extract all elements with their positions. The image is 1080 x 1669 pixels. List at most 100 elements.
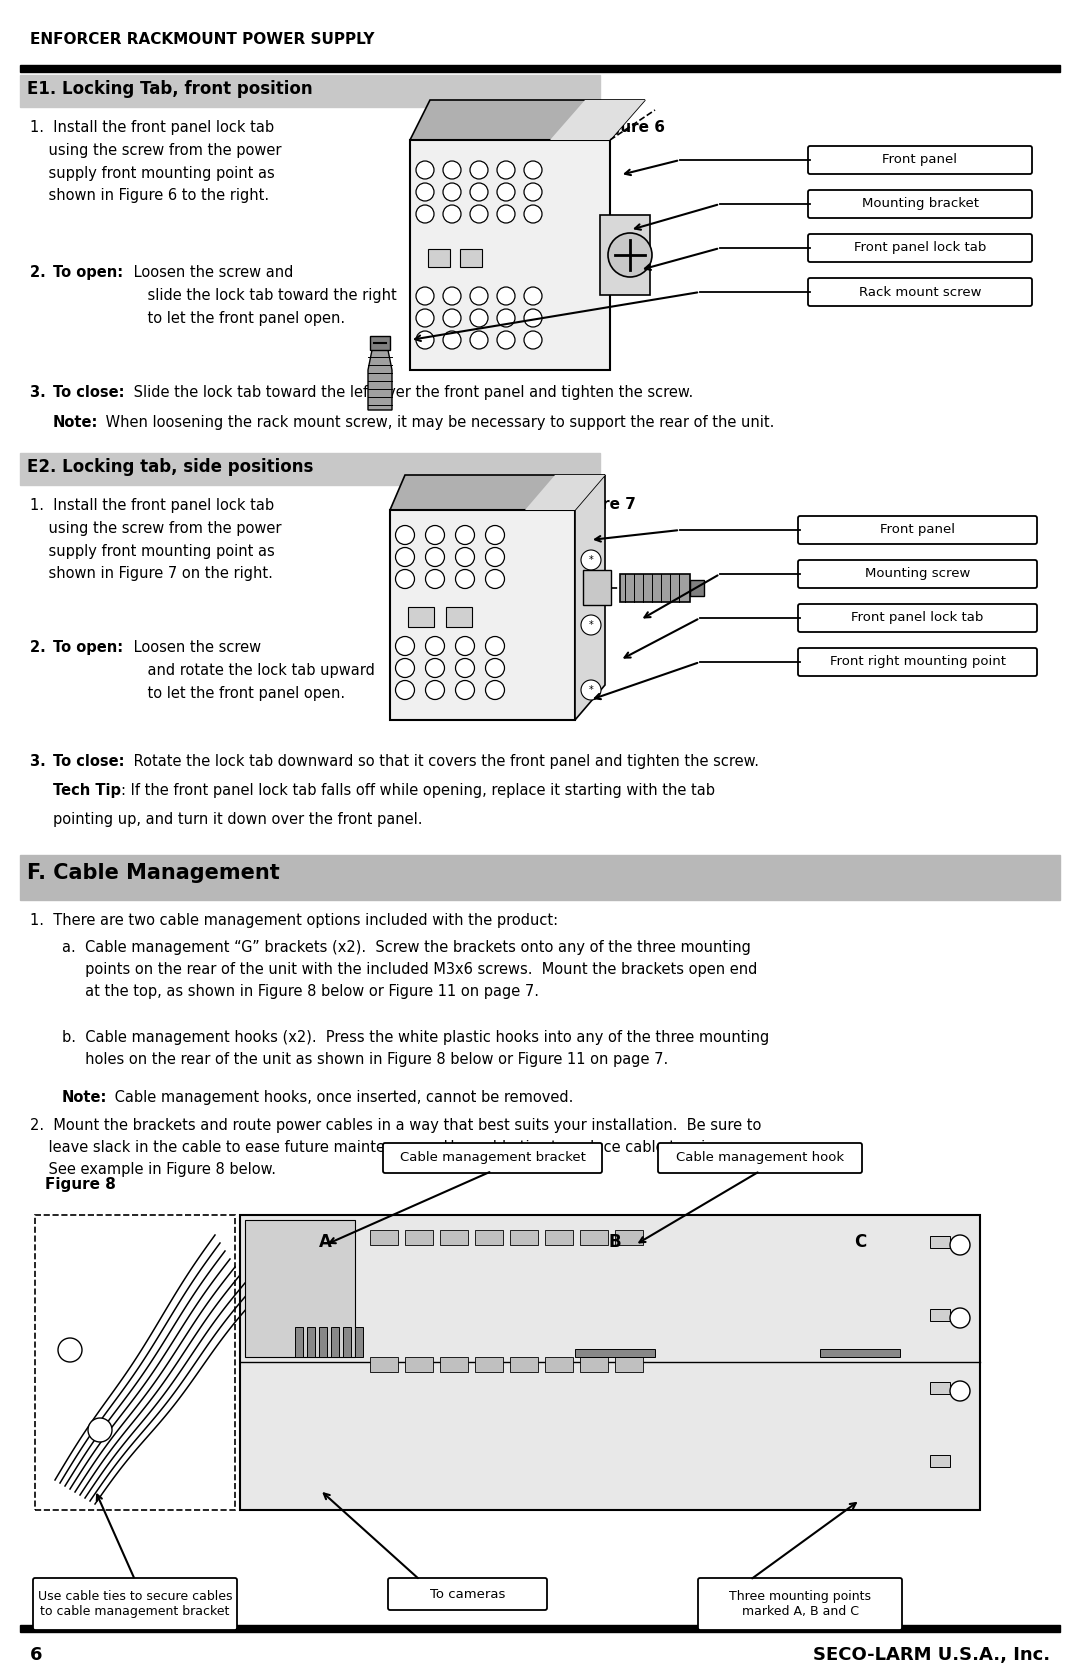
Circle shape [524, 205, 542, 224]
Bar [510, 1230, 538, 1245]
Bar [405, 1230, 433, 1245]
Text: Front right mounting point: Front right mounting point [829, 656, 1005, 669]
Text: Front panel lock tab: Front panel lock tab [851, 611, 984, 624]
Circle shape [486, 569, 504, 589]
Circle shape [470, 205, 488, 224]
Text: Cable management bracket: Cable management bracket [400, 1152, 585, 1165]
Text: Tech Tip: Tech Tip [53, 783, 121, 798]
Bar [410, 140, 610, 371]
Circle shape [950, 1308, 970, 1329]
Circle shape [486, 636, 504, 656]
Bar [330, 1327, 339, 1357]
Circle shape [443, 287, 461, 305]
Bar [35, 1215, 235, 1510]
Circle shape [395, 569, 415, 589]
Text: Cable management hook: Cable management hook [676, 1152, 845, 1165]
Bar [475, 1357, 503, 1372]
Text: To open:: To open: [53, 639, 123, 654]
Text: 3.: 3. [30, 754, 51, 769]
Bar [446, 608, 472, 628]
Bar [390, 511, 575, 719]
Bar [930, 1237, 950, 1248]
Circle shape [608, 234, 652, 277]
Bar [690, 581, 704, 596]
Circle shape [58, 1339, 82, 1362]
FancyBboxPatch shape [388, 1577, 546, 1611]
Bar [580, 1230, 608, 1245]
Bar [405, 1357, 433, 1372]
Circle shape [486, 526, 504, 544]
Circle shape [470, 160, 488, 179]
FancyBboxPatch shape [808, 234, 1032, 262]
FancyBboxPatch shape [33, 1577, 237, 1631]
Bar [930, 1455, 950, 1467]
Circle shape [443, 184, 461, 200]
Circle shape [470, 184, 488, 200]
Text: 2.: 2. [30, 265, 51, 280]
FancyBboxPatch shape [798, 604, 1037, 633]
Polygon shape [550, 100, 645, 140]
Bar [21, 65, 1059, 72]
Circle shape [950, 1380, 970, 1400]
FancyBboxPatch shape [658, 1143, 862, 1173]
Text: Use cable ties to secure cables
to cable management bracket: Use cable ties to secure cables to cable… [38, 1591, 232, 1617]
Polygon shape [390, 476, 605, 511]
Text: Figure 7: Figure 7 [565, 497, 635, 512]
Bar [583, 571, 611, 604]
FancyBboxPatch shape [798, 648, 1037, 676]
Circle shape [470, 309, 488, 327]
FancyBboxPatch shape [798, 561, 1037, 587]
Circle shape [416, 205, 434, 224]
Text: Front panel: Front panel [882, 154, 958, 167]
Bar [21, 1626, 1059, 1632]
Text: 2.: 2. [30, 639, 51, 654]
Circle shape [497, 330, 515, 349]
Circle shape [497, 160, 515, 179]
Circle shape [456, 526, 474, 544]
FancyBboxPatch shape [383, 1143, 602, 1173]
Circle shape [426, 681, 445, 699]
Circle shape [486, 681, 504, 699]
Text: Mounting bracket: Mounting bracket [862, 197, 978, 210]
Text: E2. Locking tab, side positions: E2. Locking tab, side positions [27, 457, 313, 476]
Text: Note:: Note: [53, 416, 98, 431]
Text: 6: 6 [30, 1646, 42, 1664]
Circle shape [426, 569, 445, 589]
Text: Rotate the lock tab downward so that it covers the front panel and tighten the s: Rotate the lock tab downward so that it … [129, 754, 759, 769]
Bar [460, 249, 482, 267]
Circle shape [416, 184, 434, 200]
Bar [240, 1215, 980, 1510]
Text: E1. Locking Tab, front position: E1. Locking Tab, front position [27, 80, 312, 98]
Bar [370, 1357, 399, 1372]
Circle shape [443, 160, 461, 179]
Circle shape [497, 184, 515, 200]
Bar [295, 1327, 303, 1357]
Bar [355, 1327, 363, 1357]
Bar [930, 1308, 950, 1320]
Text: ENFORCER RACKMOUNT POWER SUPPLY: ENFORCER RACKMOUNT POWER SUPPLY [30, 32, 375, 47]
Polygon shape [410, 100, 645, 140]
Bar [21, 452, 600, 486]
Circle shape [456, 659, 474, 678]
Circle shape [470, 330, 488, 349]
Text: Front panel: Front panel [880, 524, 955, 536]
Text: SECO-LARM U.S.A., Inc.: SECO-LARM U.S.A., Inc. [813, 1646, 1050, 1664]
Text: Loosen the screw and
    slide the lock tab toward the right
    to let the fron: Loosen the screw and slide the lock tab … [129, 265, 396, 325]
Circle shape [395, 547, 415, 566]
Bar [615, 1230, 643, 1245]
Text: b.  Cable management hooks (x2).  Press the white plastic hooks into any of the : b. Cable management hooks (x2). Press th… [62, 1030, 769, 1066]
Bar [245, 1220, 355, 1357]
Text: a.  Cable management “G” brackets (x2).  Screw the brackets onto any of the thre: a. Cable management “G” brackets (x2). S… [62, 940, 757, 1000]
Text: 3.: 3. [30, 386, 51, 401]
Circle shape [395, 636, 415, 656]
Circle shape [426, 636, 445, 656]
Bar [545, 1357, 573, 1372]
Bar [620, 574, 690, 603]
Bar [21, 75, 600, 107]
FancyBboxPatch shape [808, 190, 1032, 219]
Text: pointing up, and turn it down over the front panel.: pointing up, and turn it down over the f… [53, 813, 422, 828]
Bar [21, 1200, 1059, 1566]
Circle shape [456, 681, 474, 699]
Text: F. Cable Management: F. Cable Management [27, 863, 280, 883]
Text: To open:: To open: [53, 265, 123, 280]
